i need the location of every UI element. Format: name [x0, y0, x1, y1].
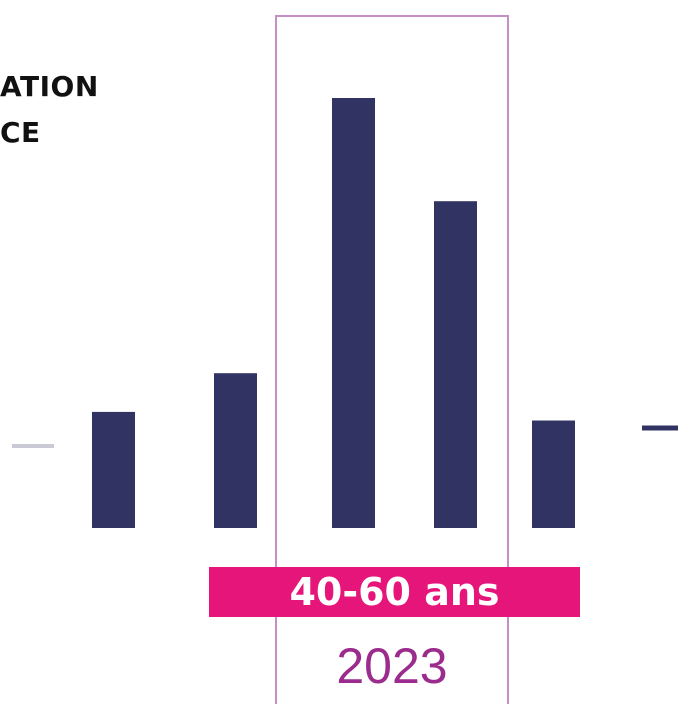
year-label: 2023 — [336, 638, 448, 694]
age-range-banner: 40-60 ans — [209, 567, 580, 617]
chart-title-line-2: CE — [0, 116, 41, 149]
bar-3 — [332, 98, 375, 528]
bar-2 — [214, 373, 257, 528]
highlight-frame — [275, 15, 509, 704]
bar-1 — [92, 411, 135, 528]
bars-group — [92, 98, 575, 528]
bar-5 — [532, 420, 575, 528]
bar-4 — [434, 201, 477, 528]
chart-title-line-1: ATION — [0, 70, 99, 103]
